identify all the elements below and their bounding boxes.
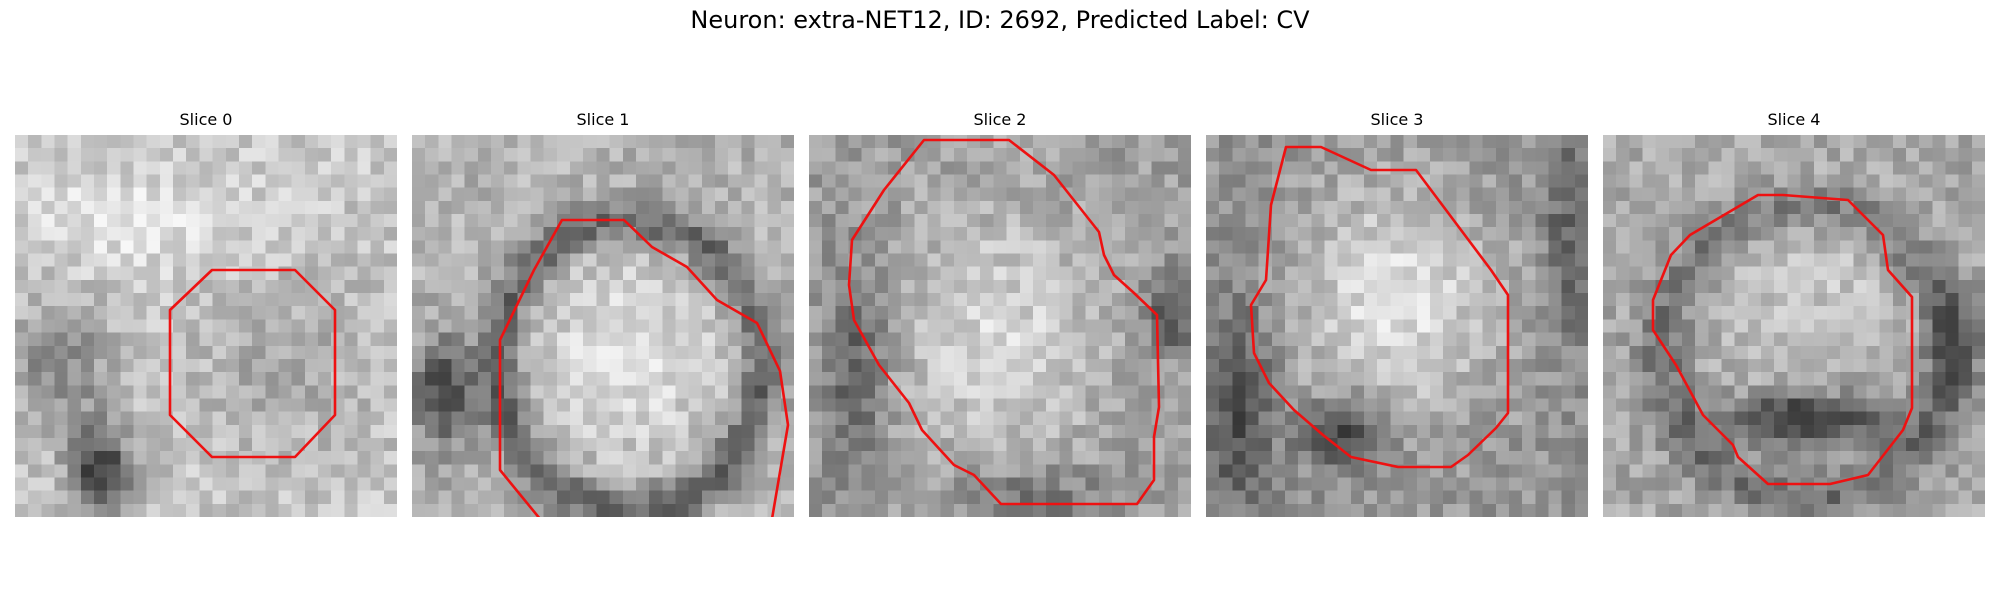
figure-title: Neuron: extra-NET12, ID: 2692, Predicted… [690, 6, 1310, 34]
slice-image [1603, 135, 1985, 517]
segmentation-contour [168, 268, 337, 459]
slice-panel-3: Slice 3 [1206, 108, 1588, 517]
slice-panel-1: Slice 1 [412, 108, 794, 517]
slice-image [809, 135, 1191, 517]
slice-title: Slice 1 [576, 110, 630, 129]
segmentation-contour [847, 138, 1161, 506]
slice-image [15, 135, 397, 517]
segmentation-contour [1651, 193, 1914, 486]
slice-title: Slice 4 [1767, 110, 1821, 129]
slice-image [412, 135, 794, 517]
slice-title: Slice 3 [1370, 110, 1424, 129]
segmentation-contour [498, 218, 790, 517]
slice-panel-4: Slice 4 [1603, 108, 1985, 517]
slice-image [1206, 135, 1588, 517]
slice-panel-0: Slice 0 [15, 108, 397, 517]
slice-panel-2: Slice 2 [809, 108, 1191, 517]
slice-title: Slice 2 [973, 110, 1027, 129]
slice-title: Slice 0 [179, 110, 233, 129]
segmentation-contour [1249, 145, 1510, 469]
